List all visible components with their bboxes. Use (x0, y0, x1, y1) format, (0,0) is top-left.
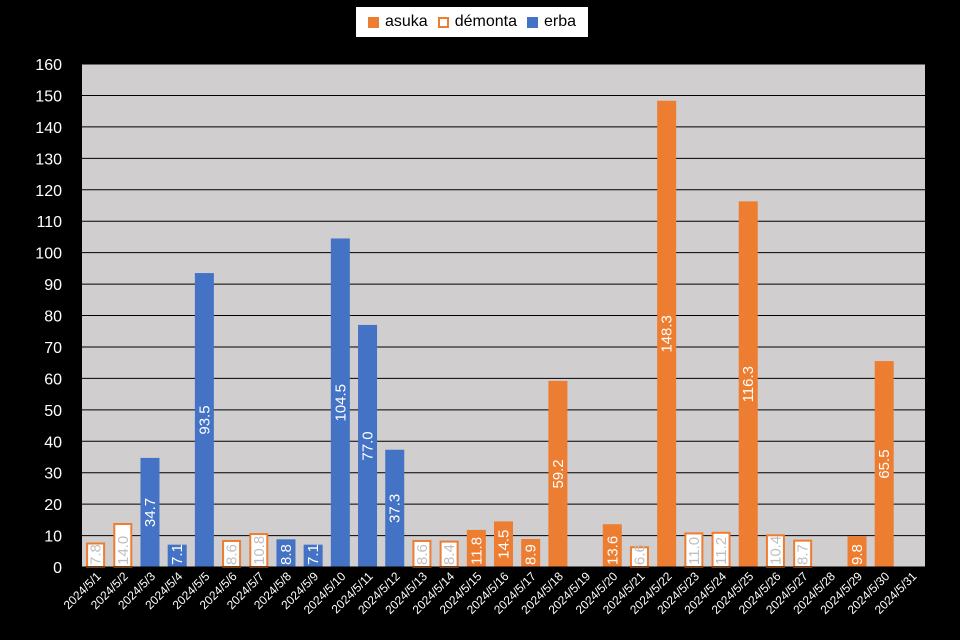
data-label-2024/5/7: 10.8 (251, 536, 268, 565)
data-label-2024/5/13: 8.6 (414, 544, 431, 565)
y-tick-label: 0 (53, 560, 62, 577)
data-label-2024/5/16: 14.5 (496, 530, 513, 559)
data-label-2024/5/27: 8.7 (795, 544, 812, 565)
legend: asuka démonta erba (356, 7, 588, 37)
legend-swatch-demonta (437, 16, 449, 28)
bar-2024/5/16 (494, 521, 513, 567)
data-label-2024/5/5: 93.5 (196, 405, 213, 434)
data-label-2024/5/15: 11.8 (468, 537, 485, 565)
bar-2024/5/30 (874, 361, 894, 567)
data-label-2024/5/22: 148.3 (659, 315, 676, 353)
bar-2024/5/3 (140, 457, 160, 567)
legend-swatch-asuka (368, 16, 379, 28)
y-tick-label: 130 (35, 151, 62, 168)
bar-2024/5/12 (385, 449, 405, 567)
bar-2024/5/18 (548, 380, 568, 567)
data-label-2024/5/12: 37.3 (387, 494, 404, 523)
y-tick-label: 40 (44, 434, 62, 451)
y-tick-label: 60 (44, 371, 62, 388)
bar-2024/5/5 (194, 273, 214, 567)
data-label-2024/5/9: 7.1 (305, 544, 322, 565)
data-label-2024/5/30: 65.5 (876, 449, 893, 478)
y-tick-label: 80 (44, 309, 62, 326)
bar-2024/5/4 (167, 544, 187, 567)
data-label-2024/5/11: 77.0 (360, 431, 377, 460)
bar-2024/5/17 (521, 539, 541, 567)
bar-2024/5/15 (466, 529, 486, 567)
y-tick-label: 100 (35, 246, 62, 263)
bar-2024/5/22 (657, 100, 677, 568)
y-tick-label: 50 (44, 403, 62, 420)
data-label-2024/5/21: 6.6 (631, 544, 648, 565)
y-tick-label: 110 (36, 214, 62, 231)
data-label-2024/5/4: 7.1 (169, 544, 186, 565)
data-label-2024/5/29: 9.8 (849, 544, 866, 565)
y-axis: 0 10 20 30 40 50 60 70 80 90 100 110 120 130 140 150 160 (35, 57, 62, 577)
legend-item-erba: erba (526, 13, 576, 31)
data-label-2024/5/25: 116.3 (740, 366, 757, 402)
data-label-2024/5/14: 8.4 (441, 544, 458, 565)
y-tick-label: 30 (44, 466, 62, 483)
bar-2024/5/11 (358, 324, 378, 567)
y-tick-label: 90 (44, 277, 62, 294)
bar-2024/5/10 (330, 238, 350, 567)
data-label-2024/5/20: 13.6 (604, 536, 621, 565)
data-label-2024/5/3: 34.7 (142, 498, 159, 527)
bar-2024/5/20 (602, 524, 622, 567)
y-tick-label: 120 (35, 183, 62, 200)
data-label-2024/5/17: 8.9 (523, 544, 540, 565)
y-tick-label: 10 (44, 529, 62, 546)
bars (86, 100, 894, 569)
bar-2024/5/9 (303, 544, 323, 567)
data-label-2024/5/8: 8.8 (278, 544, 295, 565)
y-tick-label: 70 (44, 340, 62, 357)
bar-2024/5/25 (738, 201, 758, 567)
y-tick-label: 150 (35, 88, 62, 105)
bar-2024/5/8 (276, 539, 296, 567)
legend-item-asuka: asuka (368, 13, 428, 31)
bar-2024/5/29 (847, 536, 867, 567)
data-label-2024/5/2: 14.0 (115, 536, 132, 565)
legend-label-asuka: asuka (385, 13, 428, 30)
data-label-2024/5/6: 8.6 (224, 544, 241, 565)
gridlines (82, 63, 925, 537)
x-axis: 2024/5/12024/5/22024/5/32024/5/42024/5/5… (61, 566, 925, 617)
data-labels: 7.8 14.0 34.7 7.1 93.5 8.6 10.8 8.8 7.1 104.5 77.0… (88, 315, 894, 565)
data-label-2024/5/26: 10.4 (767, 536, 784, 565)
y-tick-label: 20 (44, 497, 62, 514)
legend-swatch-erba (526, 16, 538, 28)
data-label-2024/5/24: 11.2 (713, 537, 730, 565)
data-label-2024/5/1: 7.8 (88, 544, 105, 565)
y-tick-label: 160 (35, 57, 62, 74)
legend-label-demonta: démonta (454, 13, 517, 30)
data-label-2024/5/18: 59.2 (550, 459, 567, 488)
legend-item-demonta: démonta (437, 13, 517, 31)
y-tick-label: 140 (35, 120, 62, 137)
data-label-2024/5/10: 104.5 (332, 384, 349, 422)
data-label-2024/5/23: 11.0 (686, 537, 703, 565)
legend-label-erba: erba (543, 13, 576, 30)
